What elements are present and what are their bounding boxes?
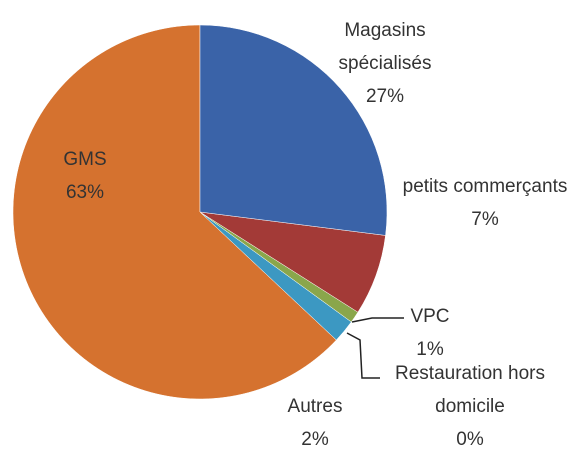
slice-label: Autres 2%: [255, 390, 375, 452]
leader-line: [351, 317, 404, 323]
category-label: petits commerçants: [402, 176, 568, 197]
leader-line: [346, 332, 380, 379]
slice-label: petits commerçants 7%: [400, 170, 570, 236]
category-label: Restauration hors domicile: [395, 363, 545, 417]
value-label: 63%: [65, 182, 105, 203]
pie-slice: [199, 24, 388, 236]
value-label: 27%: [365, 86, 405, 107]
category-label: Magasins spécialisés: [338, 20, 432, 74]
category-label: VPC: [410, 306, 450, 327]
value-label: 0%: [456, 429, 484, 450]
category-label: Autres: [287, 396, 343, 417]
pie-slice: [12, 24, 337, 400]
slice-label: GMS 63%: [20, 143, 150, 209]
value-label: 7%: [471, 209, 499, 230]
value-label: 2%: [301, 429, 329, 450]
value-label: 1%: [416, 339, 444, 360]
slice-label: VPC 1%: [385, 300, 475, 366]
slice-label: Restauration hors domicile 0%: [370, 357, 570, 452]
category-label: GMS: [63, 149, 107, 170]
slice-label: Magasins spécialisés 27%: [300, 14, 470, 113]
